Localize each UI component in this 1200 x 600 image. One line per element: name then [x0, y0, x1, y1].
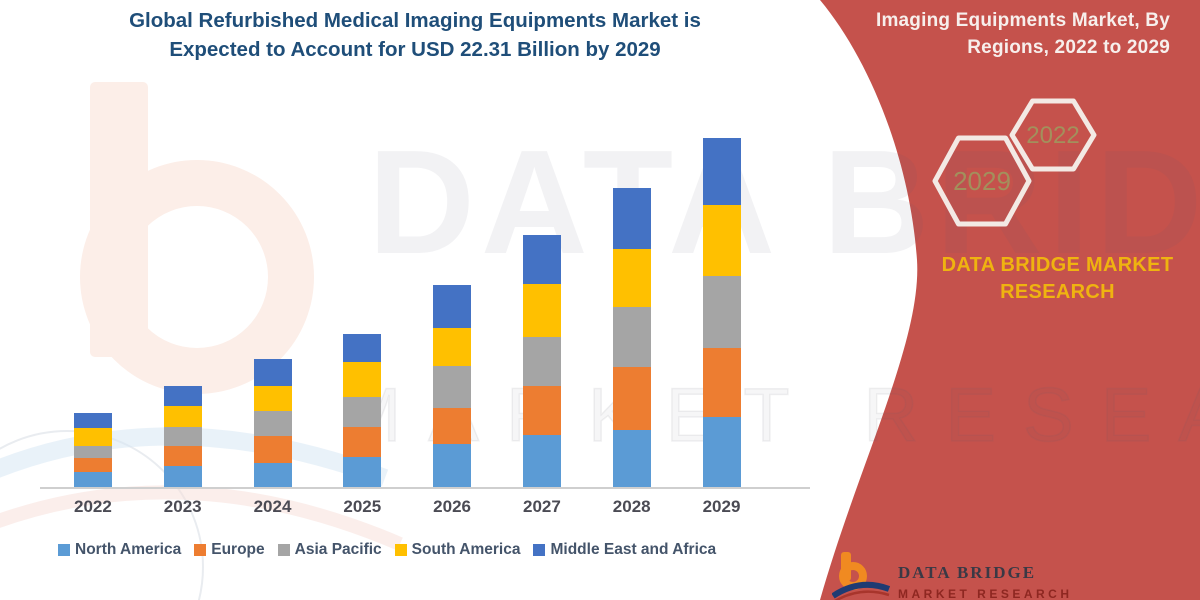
bar-segment-2026-asia-pacific	[433, 365, 472, 408]
footer-logo-line1: DATA BRIDGE	[898, 563, 1037, 582]
side-panel-heading-line2: Regions, 2022 to 2029	[967, 37, 1170, 58]
bar-segment-2022-south-america	[73, 428, 112, 446]
legend-item-asia-pacific: Asia Pacific	[277, 541, 382, 559]
bar-segment-2028-middle-east-and-africa	[612, 188, 651, 250]
legend-label: Asia Pacific	[294, 541, 382, 558]
bar-segment-2028-europe	[612, 367, 651, 430]
bar-segment-2029-asia-pacific	[702, 276, 741, 349]
watermark-text-row2: MARKET RESEARCH	[337, 372, 1200, 459]
bar-segment-2026-south-america	[433, 327, 472, 366]
bar-segment-2022-middle-east-and-africa	[73, 412, 112, 429]
bar-segment-2029-north-america	[702, 417, 741, 488]
bar-segment-2029-middle-east-and-africa	[702, 137, 741, 206]
legend-item-north-america: North America	[58, 541, 181, 559]
bar-segment-2028-north-america	[612, 429, 651, 488]
bar-segment-2026-middle-east-and-africa	[433, 285, 472, 328]
bar-segment-2027-north-america	[522, 434, 561, 488]
x-axis-label-2026: 2026	[433, 497, 471, 516]
bar-segment-2023-south-america	[163, 406, 202, 427]
legend-swatch-icon	[194, 544, 207, 556]
x-axis-label-2027: 2027	[522, 497, 561, 516]
brand-name-line2: RESEARCH	[1000, 281, 1115, 303]
x-axis-label-2023: 2023	[163, 497, 202, 516]
legend-label: Europe	[211, 541, 265, 558]
bar-segment-2025-north-america	[343, 456, 382, 488]
data-bridge-logo-icon	[832, 552, 890, 600]
bar-segment-2024-europe	[253, 436, 292, 463]
chart-legend: North America Europe Asia Pacific South Ame…	[58, 541, 788, 559]
bar-segment-2024-south-america	[253, 385, 292, 412]
year-hexagons: 2029 2022	[932, 98, 1097, 227]
x-axis-label-2029: 2029	[702, 497, 741, 516]
legend-item-middle-east-and-africa: Middle East and Africa	[533, 541, 716, 559]
bar-segment-2025-europe	[343, 426, 382, 457]
chart-title-line1: Global Refurbished Medical Imaging Equip…	[129, 9, 701, 32]
legend-swatch-icon	[533, 544, 546, 556]
bar-segment-2025-south-america	[343, 362, 382, 397]
x-axis-label-2028: 2028	[612, 497, 651, 516]
chart-title-line2: Expected to Account for USD 22.31 Billio…	[169, 38, 661, 61]
side-panel-heading: Imaging Equipments Market, By Regions, 2…	[820, 7, 1170, 61]
hexagon-2022-year: 2022	[1026, 122, 1079, 149]
bar-segment-2024-asia-pacific	[253, 411, 292, 437]
bar-segment-2025-asia-pacific	[343, 396, 382, 427]
bar-segment-2027-asia-pacific	[522, 337, 561, 386]
bar-segment-2029-europe	[702, 348, 741, 418]
bar-segment-2025-middle-east-and-africa	[343, 334, 382, 363]
legend-swatch-icon	[394, 544, 407, 556]
bar-segment-2028-south-america	[612, 249, 651, 308]
legend-item-south-america: South America	[394, 541, 521, 559]
bar-segment-2023-north-america	[163, 466, 202, 488]
brand-name: DATA BRIDGE MARKET RESEARCH	[930, 252, 1185, 306]
bar-segment-2026-north-america	[433, 444, 472, 488]
bar-segment-2022-north-america	[73, 472, 112, 488]
footer-logo-text: DATA BRIDGE MARKET RESEARCH	[898, 550, 1073, 600]
bar-segment-2022-europe	[73, 458, 112, 473]
legend-label: South America	[411, 541, 521, 558]
legend-label: North America	[75, 541, 182, 558]
bar-segment-2023-europe	[163, 445, 202, 467]
x-axis-label-2024: 2024	[253, 497, 292, 516]
hexagon-2029	[932, 135, 1032, 227]
side-panel-heading-line1: Imaging Equipments Market, By	[875, 10, 1170, 31]
x-axis-label-2025: 2025	[343, 497, 382, 516]
footer-logo: DATA BRIDGE MARKET RESEARCH	[832, 550, 1073, 600]
hexagon-2029-year: 2029	[953, 166, 1011, 196]
bar-segment-2026-europe	[433, 407, 472, 445]
legend-label: Middle East and Africa	[550, 541, 717, 558]
bar-segment-2023-middle-east-and-africa	[163, 385, 202, 407]
chart-title: Global Refurbished Medical Imaging Equip…	[70, 6, 760, 64]
bar-segment-2023-asia-pacific	[163, 426, 202, 446]
bar-segment-2022-asia-pacific	[73, 445, 112, 459]
bar-segment-2024-north-america	[253, 462, 292, 488]
x-axis-label-2022: 2022	[73, 497, 112, 516]
bar-segment-2027-south-america	[522, 283, 561, 338]
red-side-panel	[820, 0, 1200, 600]
bar-segment-2029-south-america	[702, 205, 741, 277]
bar-segment-2027-middle-east-and-africa	[522, 235, 561, 284]
legend-swatch-icon	[277, 544, 290, 556]
watermark-text-row1: DATA BRIDGE	[368, 120, 1200, 285]
hexagon-2022	[1009, 98, 1097, 172]
bar-segment-2027-europe	[522, 385, 561, 435]
brand-name-line1: DATA BRIDGE MARKET	[941, 254, 1174, 276]
legend-item-europe: Europe	[194, 541, 265, 559]
bar-segment-2024-middle-east-and-africa	[253, 359, 292, 386]
footer-logo-line2: MARKET RESEARCH	[898, 587, 1073, 600]
legend-swatch-icon	[58, 544, 70, 556]
x-axis-line	[40, 487, 810, 489]
bar-segment-2028-asia-pacific	[612, 307, 651, 368]
